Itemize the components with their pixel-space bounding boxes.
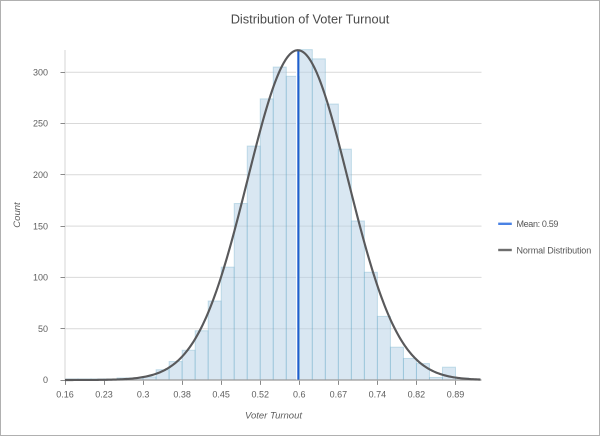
svg-text:0: 0	[43, 375, 48, 385]
svg-text:Normal Distribution: Normal Distribution	[517, 245, 592, 255]
svg-text:250: 250	[33, 119, 48, 129]
svg-text:Distribution of Voter Turnout: Distribution of Voter Turnout	[231, 12, 390, 27]
svg-text:Count: Count	[12, 202, 23, 228]
svg-text:0.23: 0.23	[95, 390, 113, 400]
svg-text:0.38: 0.38	[173, 390, 191, 400]
svg-text:Voter Turnout: Voter Turnout	[245, 411, 302, 422]
svg-text:0.45: 0.45	[212, 390, 230, 400]
svg-text:0.82: 0.82	[408, 390, 426, 400]
svg-text:200: 200	[33, 170, 48, 180]
svg-text:100: 100	[33, 273, 48, 283]
svg-text:0.16: 0.16	[56, 390, 74, 400]
svg-text:0.52: 0.52	[251, 390, 269, 400]
svg-text:300: 300	[33, 67, 48, 77]
svg-text:0.3: 0.3	[137, 390, 150, 400]
svg-text:0.89: 0.89	[447, 390, 465, 400]
svg-text:50: 50	[38, 324, 48, 334]
svg-text:0.67: 0.67	[330, 390, 348, 400]
svg-text:0.74: 0.74	[369, 390, 387, 400]
svg-text:150: 150	[33, 221, 48, 231]
svg-text:Mean: 0.59: Mean: 0.59	[517, 219, 559, 229]
svg-text:0.6: 0.6	[293, 390, 306, 400]
